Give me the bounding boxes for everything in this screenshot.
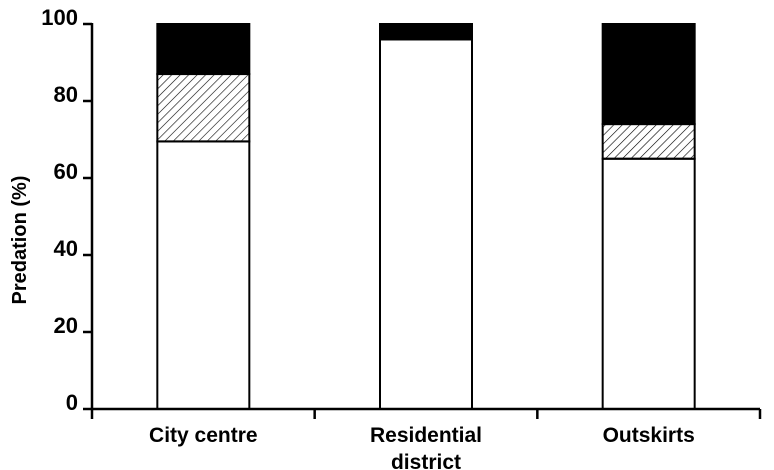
y-tick-label-100: 100 <box>41 5 78 30</box>
bar-segment-0-2 <box>156 23 251 76</box>
axes-group <box>90 23 762 419</box>
bar-segment-2-1 <box>601 123 696 160</box>
y-ticks-group: 0 20 40 60 80 100 <box>41 5 92 415</box>
category-label-1-0: Residential <box>370 424 482 447</box>
category-label-0-0: City centre <box>149 424 258 447</box>
bar-segment-2-2 <box>601 23 696 126</box>
y-tick-label-0: 0 <box>66 390 78 415</box>
bar-segment-0-0 <box>156 140 251 410</box>
y-tick-label-80: 80 <box>54 82 78 107</box>
bar-segment-1-0 <box>379 38 473 411</box>
bar-segment-0-1 <box>156 73 251 143</box>
y-tick-label-20: 20 <box>54 313 78 338</box>
category-label-1-1: district <box>391 451 461 470</box>
bar-segment-2-0 <box>601 157 696 410</box>
bars-group <box>156 23 696 411</box>
y-axis-title: Predation (%) <box>9 176 31 305</box>
y-tick-label-60: 60 <box>54 159 78 184</box>
bar-segment-1-2 <box>379 23 473 41</box>
x-labels-group: City centre Residential district Outskirts <box>149 424 695 470</box>
y-tick-label-40: 40 <box>54 236 78 261</box>
category-label-2-0: Outskirts <box>603 424 695 447</box>
